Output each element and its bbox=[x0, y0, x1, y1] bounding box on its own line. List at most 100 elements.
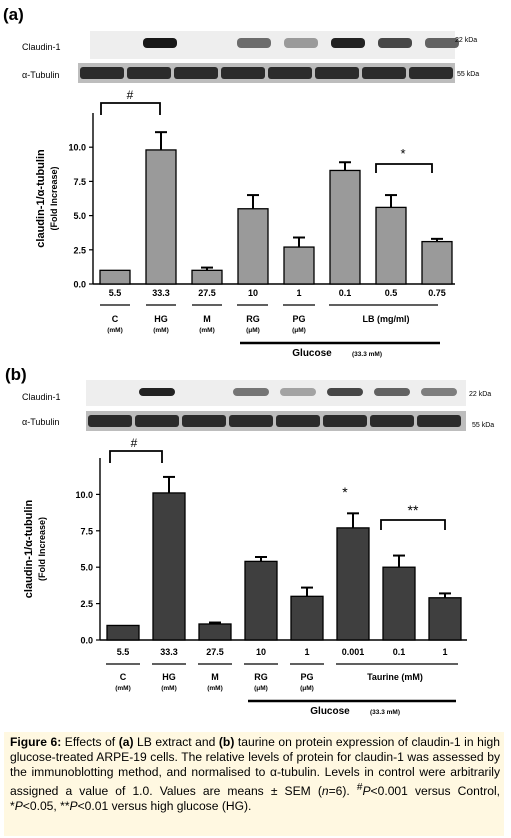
panel-b-tubulin-label: α-Tubulin bbox=[22, 417, 59, 427]
tubulin-band bbox=[80, 67, 124, 79]
y-axis-label: claudin-1/α-tubulin bbox=[23, 500, 35, 599]
panel-b-tubulin-kda: 55 kDa bbox=[472, 422, 494, 429]
panel-a-claudin-kda: 22 kDa bbox=[455, 37, 477, 44]
tubulin-band bbox=[276, 415, 320, 427]
category-label: 5.5 bbox=[117, 647, 130, 657]
group-unit: (μM) bbox=[254, 685, 268, 692]
group-label: C bbox=[112, 314, 119, 324]
group-unit: (μM) bbox=[300, 685, 314, 692]
panel-a-tubulin-kda: 55 kDa bbox=[457, 71, 479, 78]
glucose-unit: (33.3 mM) bbox=[352, 351, 382, 358]
double-star-annotation: ** bbox=[408, 502, 419, 518]
tubulin-band bbox=[174, 67, 218, 79]
caption-n-val: =6). bbox=[328, 784, 357, 799]
category-label: 33.3 bbox=[152, 288, 170, 298]
category-label: 27.5 bbox=[198, 288, 216, 298]
category-label: 0.1 bbox=[339, 288, 352, 298]
bar bbox=[421, 240, 453, 285]
group-label: RG bbox=[246, 314, 260, 324]
tubulin-band bbox=[229, 415, 273, 427]
tubulin-band bbox=[221, 67, 265, 79]
bar bbox=[329, 169, 361, 285]
panel-b-claudin-label: Claudin-1 bbox=[22, 392, 61, 402]
category-label: 10 bbox=[248, 288, 258, 298]
y-tick-label: 2.5 bbox=[80, 599, 93, 609]
glucose-label: Glucose bbox=[310, 706, 350, 717]
tubulin-band bbox=[362, 67, 406, 79]
tubulin-band bbox=[315, 67, 359, 79]
claudin-band bbox=[378, 38, 412, 48]
hash-bracket bbox=[100, 102, 161, 115]
caption-p2: P bbox=[14, 799, 23, 814]
category-label: 33.3 bbox=[160, 647, 178, 657]
bar bbox=[99, 269, 131, 285]
caption-n: n bbox=[321, 784, 329, 799]
caption-p3-text: <0.01 versus high glucose (HG). bbox=[77, 799, 252, 814]
group-unit: (μM) bbox=[246, 327, 260, 334]
group-unit: (mM) bbox=[115, 685, 131, 692]
tubulin-band bbox=[127, 67, 171, 79]
caption-hash: # bbox=[356, 782, 363, 793]
y-tick-label: 7.5 bbox=[80, 526, 93, 536]
caption-text-2: LB extract and bbox=[133, 735, 219, 749]
panel-b-claudin-kda: 22 kDa bbox=[469, 391, 491, 398]
claudin-band bbox=[425, 38, 459, 48]
y-axis-label-unit: (Fold Increase) bbox=[49, 166, 59, 230]
caption-p1-text: <0.001 versus Control, * bbox=[10, 784, 501, 814]
tubulin-band bbox=[323, 415, 367, 427]
y-tick-label: 10.0 bbox=[68, 143, 86, 153]
bar bbox=[244, 560, 278, 641]
bar bbox=[106, 624, 140, 641]
y-tick-label: 10.0 bbox=[75, 490, 93, 500]
panel-a-claudin-label: Claudin-1 bbox=[22, 42, 61, 52]
category-label: 0.1 bbox=[393, 647, 406, 657]
panel-a-label: (a) bbox=[3, 5, 24, 24]
group-unit: (mM) bbox=[199, 327, 215, 334]
caption-text-3: taurine on protein expression of claudin… bbox=[10, 735, 500, 799]
tubulin-band bbox=[417, 415, 461, 427]
caption-prefix: Figure 6: bbox=[10, 735, 62, 749]
tubulin-band bbox=[409, 67, 453, 79]
category-label: 0.5 bbox=[385, 288, 398, 298]
tubulin-band bbox=[88, 415, 132, 427]
caption-a: (a) bbox=[118, 735, 134, 749]
y-tick-label: 5.0 bbox=[80, 563, 93, 573]
bar bbox=[290, 595, 324, 641]
claudin-band bbox=[139, 388, 175, 396]
panel-a-tubulin-label: α-Tubulin bbox=[22, 70, 59, 80]
bar bbox=[382, 566, 416, 641]
claudin-band bbox=[327, 388, 363, 396]
group-unit: (mM) bbox=[207, 685, 223, 692]
y-tick-label: 5.0 bbox=[73, 211, 86, 221]
group-label: HG bbox=[162, 672, 176, 682]
panel-b: (b) Claudin-1 α-Tubulin 22 kDa 55 kDa 0.… bbox=[5, 365, 494, 717]
group-unit: (mM) bbox=[153, 327, 169, 334]
y-tick-label: 2.5 bbox=[73, 245, 86, 255]
hash-bracket bbox=[109, 450, 163, 463]
category-label: 27.5 bbox=[206, 647, 224, 657]
panel-b-label: (b) bbox=[5, 365, 27, 384]
figure-canvas: (a) Claudin-1 α-Tubulin 22 kDa 55 kDa 0.… bbox=[3, 5, 494, 717]
caption-p1: P bbox=[362, 784, 371, 799]
group-label: C bbox=[120, 672, 127, 682]
bar bbox=[191, 269, 223, 285]
category-label: 1 bbox=[442, 647, 447, 657]
star-annotation: * bbox=[342, 484, 348, 500]
claudin-band bbox=[331, 38, 365, 48]
group-unit: (mM) bbox=[107, 327, 123, 334]
panel-a-chart: 0.0 2.5 5.0 7.5 10.0 claudin-1/α-tubulin (Fold… bbox=[35, 88, 455, 359]
bar bbox=[237, 208, 269, 285]
category-label: 0.001 bbox=[342, 647, 365, 657]
y-tick-label: 0.0 bbox=[80, 636, 93, 646]
group-label: HG bbox=[154, 314, 168, 324]
group-label: M bbox=[211, 672, 219, 682]
tubulin-band bbox=[135, 415, 179, 427]
panel-a-tubulin-blot bbox=[78, 63, 455, 83]
hash-annotation: # bbox=[131, 436, 138, 450]
glucose-label: Glucose bbox=[292, 348, 332, 359]
claudin-band bbox=[421, 388, 457, 396]
category-label: 1 bbox=[304, 647, 309, 657]
group-unit: (μM) bbox=[292, 327, 306, 334]
caption-p3: P bbox=[69, 799, 78, 814]
bar bbox=[336, 527, 370, 641]
